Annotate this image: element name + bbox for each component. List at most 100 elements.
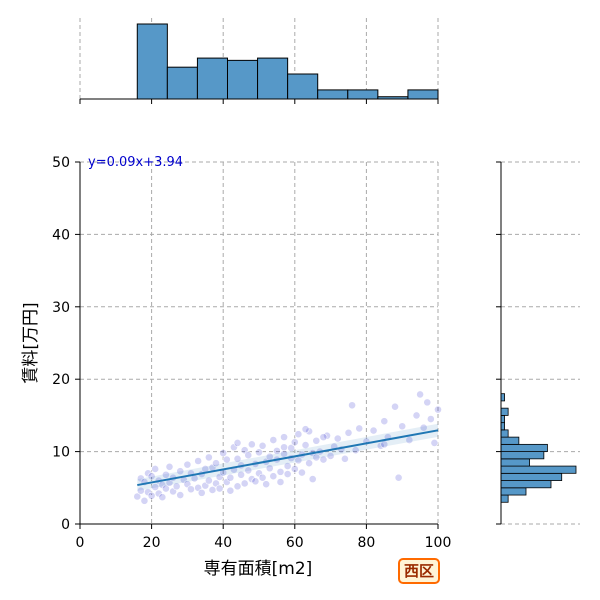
y-hist-bar [500,480,552,489]
scatter-point [272,446,281,455]
y-hist-bar [500,465,577,474]
scatter-point [269,472,278,481]
y-hist-bar [500,393,505,402]
x-tick-label: 100 [425,535,452,551]
scatter-point [204,476,213,485]
scatter-point [283,470,292,478]
scatter-point [151,465,160,473]
scatter-point [333,434,342,443]
scatter-point [298,468,306,477]
scatter-point [233,482,242,491]
scatter-point [280,433,288,442]
scatter-point [305,459,314,468]
x-marginal-histogram [79,18,439,104]
scatter-point [398,422,407,431]
y-hist-bar [500,429,509,438]
y-hist-bar [500,443,548,452]
y-hist-bar [500,472,563,481]
scatter-point [276,467,285,476]
scatter-point [197,488,206,497]
y-hist-bar [500,487,527,496]
scatter-point [430,439,439,447]
x-hist-bar [136,23,168,100]
scatter-point [312,453,321,462]
scatter-point [265,464,274,473]
scatter-point [165,462,174,471]
scatter-point [147,472,156,481]
scatter-point [258,473,267,482]
y-hist-bar [500,407,509,416]
scatter-point [187,485,195,494]
scatter-point [276,478,285,486]
x-hist-bar [257,57,289,100]
y-tick-label: 30 [52,300,70,316]
scatter-plot-area: 0 20 40 60 80 100 0 10 20 30 40 50 [52,155,451,551]
x-tick-label: 0 [76,535,85,551]
scatter-point [326,452,335,460]
scatter-point [351,446,360,455]
x-hist-bar [226,59,259,100]
x-hist-bar [166,66,198,100]
scatter-point [348,401,356,410]
scatter-point [233,454,242,463]
x-tick-label: 20 [143,535,161,551]
x-hist-bar [407,89,439,100]
scatter-point [283,462,292,470]
scatter-point [212,459,220,468]
scatter-point [412,411,421,420]
scatter-point [416,390,424,399]
scatter-point [423,398,432,407]
scatter-point [176,467,185,476]
scatter-point [151,483,160,491]
scatter-point [308,475,317,484]
y-hist-bar [500,422,505,431]
scatter-point [147,491,156,500]
scatter-point [434,405,442,414]
scatter-point [369,426,378,435]
scatter-point [355,424,364,433]
scatter-point [290,465,299,473]
y-tick-label: 0 [61,517,70,533]
y-hist-bar [500,451,545,460]
scatter-point [341,454,349,463]
scatter-point [140,496,149,505]
x-tick-label: 60 [286,535,304,551]
scatter-point [269,436,278,444]
x-hist-bar [317,89,349,100]
scatter-point [419,423,428,432]
scatter-point [394,473,403,482]
scatter-point [204,453,213,462]
scatter-point [226,486,235,495]
scatter-point [380,417,389,426]
x-tick-label: 40 [214,535,232,551]
scatter-point [219,449,228,457]
y-hist-bar [500,494,509,503]
scatter-point [344,428,353,437]
regression-line [137,429,439,487]
scatter-point [215,484,224,493]
scatter-point [208,486,217,494]
scatter-point [290,438,299,447]
y-tick-label: 10 [52,445,70,461]
x-hist-bar [287,73,319,100]
scatter-point [255,448,263,457]
scatter-point [319,455,328,464]
scatter-point [158,493,167,502]
scatter-point [312,436,321,445]
scatter-point [237,470,245,479]
scatter-point [301,441,310,449]
scatter-point [162,470,170,479]
scatter-point [172,482,181,491]
scatter-point [391,402,399,411]
scatter-point [183,460,192,469]
y-tick-label: 40 [52,227,70,243]
scatter-point [426,415,435,423]
scatter-point [247,440,256,449]
y-hist-bar [500,458,530,467]
scatter-point [280,443,288,452]
x-axis-label: 専有面積[m2] [204,559,313,579]
x-hist-bar [347,89,379,100]
scatter-point [319,433,328,442]
y-hist-bar [500,414,505,424]
scatter-point [294,430,303,439]
